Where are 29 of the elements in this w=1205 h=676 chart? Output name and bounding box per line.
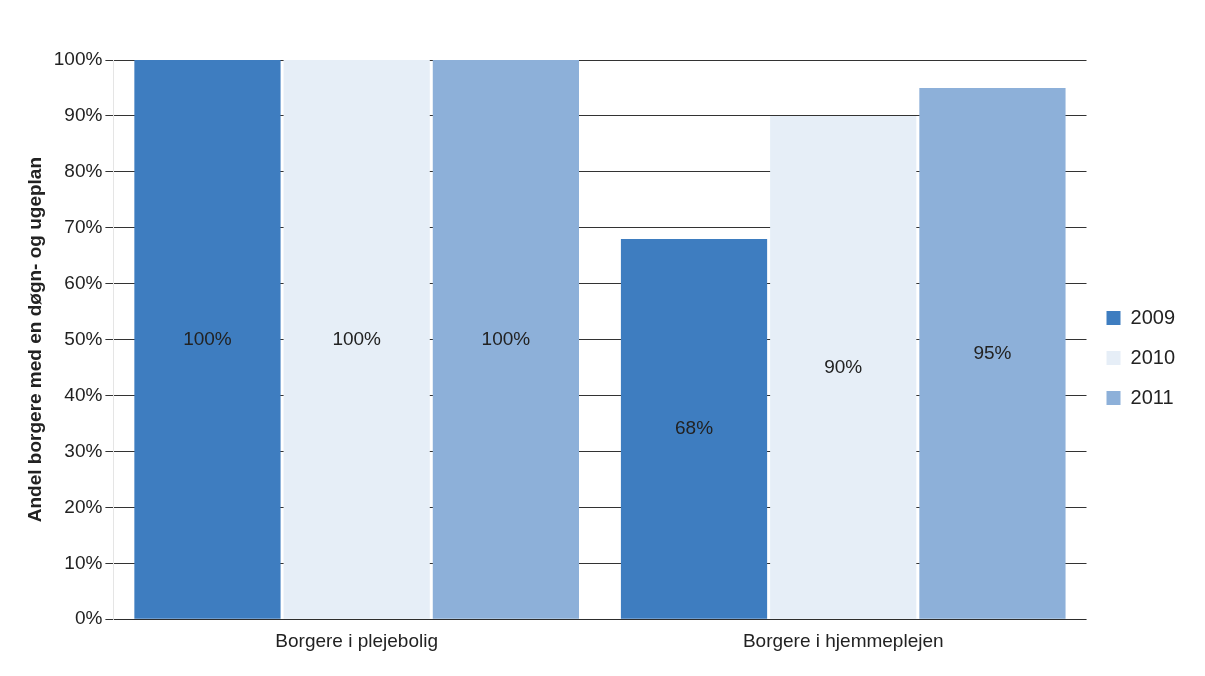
y-tick-label: 20% (64, 495, 103, 517)
bar (770, 115, 917, 619)
bar (134, 60, 281, 619)
y-tick-label: 80% (64, 160, 103, 182)
data-label: 100% (183, 327, 232, 349)
bar (620, 238, 768, 619)
y-tick-label: 100% (53, 48, 103, 70)
bar (432, 60, 579, 619)
bar (919, 87, 1066, 619)
y-axis-title: Andel borgere med en døgn- og ugeplan (23, 156, 45, 523)
data-label: 100% (332, 327, 382, 349)
y-tick-label: 30% (64, 439, 103, 461)
y-tick-label: 70% (64, 215, 103, 237)
data-label: 100% (481, 327, 531, 349)
legend-label: 2011 (1130, 385, 1174, 408)
data-label: 90% (824, 355, 863, 377)
x-tick-label: Borgere i plejebolig (275, 629, 439, 651)
y-tick-label: 40% (64, 383, 103, 405)
data-label: 95% (973, 341, 1012, 363)
bar (283, 60, 430, 619)
legend-label: 2010 (1130, 345, 1176, 368)
y-tick-label: 10% (64, 551, 103, 573)
y-tick-label: 0% (74, 607, 103, 629)
legend-label: 2009 (1130, 305, 1176, 328)
y-tick-label: 90% (64, 104, 103, 126)
data-label: 68% (675, 417, 714, 439)
y-tick-label: 50% (64, 327, 103, 349)
y-tick-label: 60% (64, 271, 103, 293)
x-tick-label: Borgere i hjemmeplejen (742, 629, 944, 651)
